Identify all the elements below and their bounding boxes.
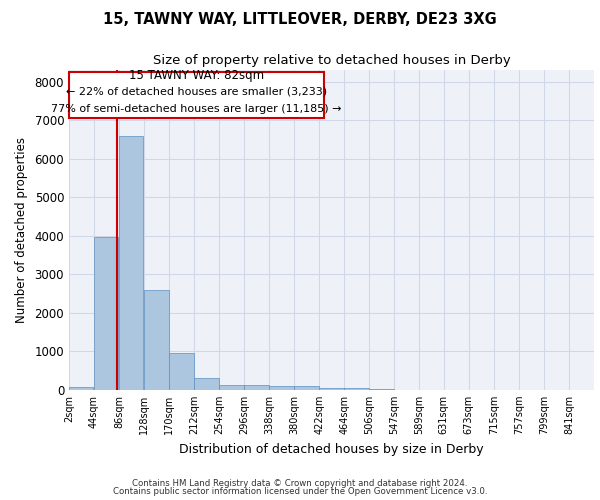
Bar <box>344 388 369 390</box>
Bar <box>219 386 244 390</box>
Bar <box>319 388 344 390</box>
Text: ← 22% of detached houses are smaller (3,233): ← 22% of detached houses are smaller (3,… <box>66 86 327 96</box>
Bar <box>169 354 194 390</box>
Bar <box>294 386 319 390</box>
Bar <box>69 387 94 390</box>
X-axis label: Distribution of detached houses by size in Derby: Distribution of detached houses by size … <box>179 442 484 456</box>
Bar <box>244 386 269 390</box>
Bar <box>194 378 218 390</box>
Text: Contains public sector information licensed under the Open Government Licence v3: Contains public sector information licen… <box>113 487 487 496</box>
Bar <box>269 386 293 390</box>
Bar <box>119 136 143 390</box>
Text: 15, TAWNY WAY, LITTLEOVER, DERBY, DE23 3XG: 15, TAWNY WAY, LITTLEOVER, DERBY, DE23 3… <box>103 12 497 28</box>
Bar <box>94 236 118 390</box>
Text: 77% of semi-detached houses are larger (11,185) →: 77% of semi-detached houses are larger (… <box>51 104 342 114</box>
Text: 15 TAWNY WAY: 82sqm: 15 TAWNY WAY: 82sqm <box>129 70 264 82</box>
FancyBboxPatch shape <box>69 72 324 118</box>
Y-axis label: Number of detached properties: Number of detached properties <box>14 137 28 323</box>
Bar <box>370 389 394 390</box>
Bar <box>144 290 169 390</box>
Text: Contains HM Land Registry data © Crown copyright and database right 2024.: Contains HM Land Registry data © Crown c… <box>132 478 468 488</box>
Title: Size of property relative to detached houses in Derby: Size of property relative to detached ho… <box>152 54 511 68</box>
